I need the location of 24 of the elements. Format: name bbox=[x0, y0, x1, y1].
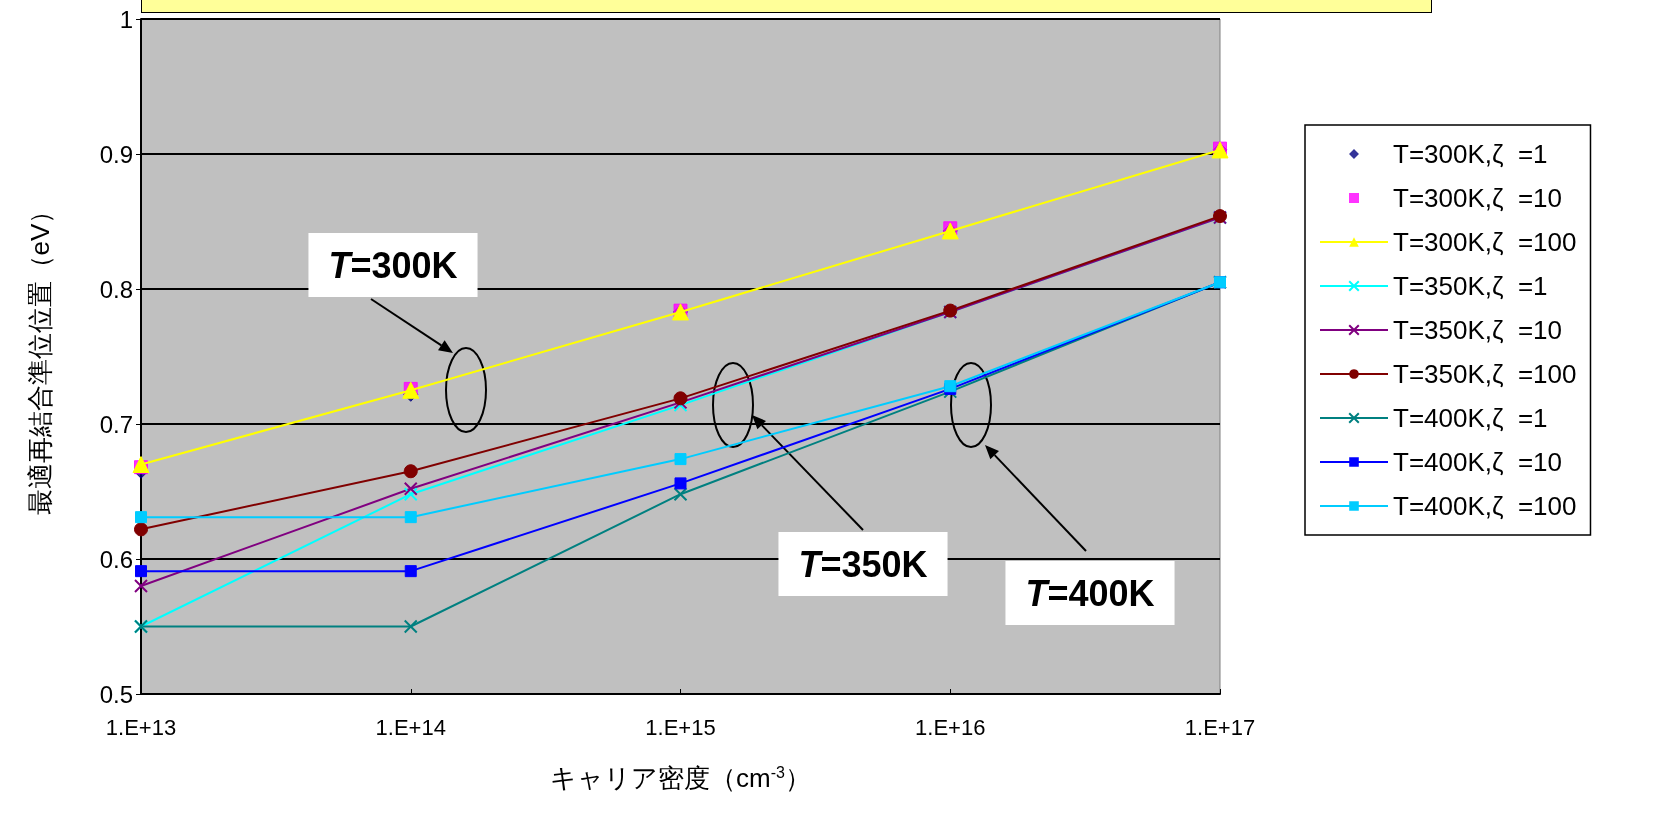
legend-label: T=400K,ζ =10 bbox=[1393, 447, 1563, 477]
y-axis-title: 最適再結合準位位置（eV） bbox=[25, 197, 55, 516]
legend-label: T=350K,ζ =100 bbox=[1393, 359, 1577, 389]
legend-label: T=350K,ζ =10 bbox=[1393, 315, 1563, 345]
legend-label: T=300K,ζ =10 bbox=[1393, 183, 1563, 213]
legend-label: T=350K,ζ =1 bbox=[1393, 271, 1548, 301]
legend-label: T=400K,ζ =1 bbox=[1393, 403, 1548, 433]
x-tick-label: 1.E+13 bbox=[105, 714, 177, 740]
annotation: T=300K bbox=[328, 244, 458, 286]
y-tick-label: 0.6 bbox=[99, 545, 133, 573]
y-tick-label: 1 bbox=[119, 5, 133, 33]
x-tick-label: 1.E+16 bbox=[915, 714, 986, 740]
annotation: T=400K bbox=[1025, 572, 1155, 614]
annotation: T=350K bbox=[798, 543, 928, 585]
y-tick-label: 0.7 bbox=[99, 410, 133, 438]
legend-label: T=300K,ζ =1 bbox=[1393, 139, 1548, 169]
x-tick-label: 1.E+15 bbox=[645, 714, 716, 740]
x-tick-label: 1.E+17 bbox=[1184, 714, 1256, 740]
legend-label: T=300K,ζ =100 bbox=[1393, 227, 1577, 257]
y-tick-label: 0.8 bbox=[99, 275, 133, 303]
y-tick-label: 0.5 bbox=[99, 680, 133, 708]
y-tick-label: 0.9 bbox=[99, 140, 133, 168]
x-tick-label: 1.E+14 bbox=[375, 714, 446, 740]
legend-label: T=400K,ζ =100 bbox=[1393, 491, 1577, 521]
